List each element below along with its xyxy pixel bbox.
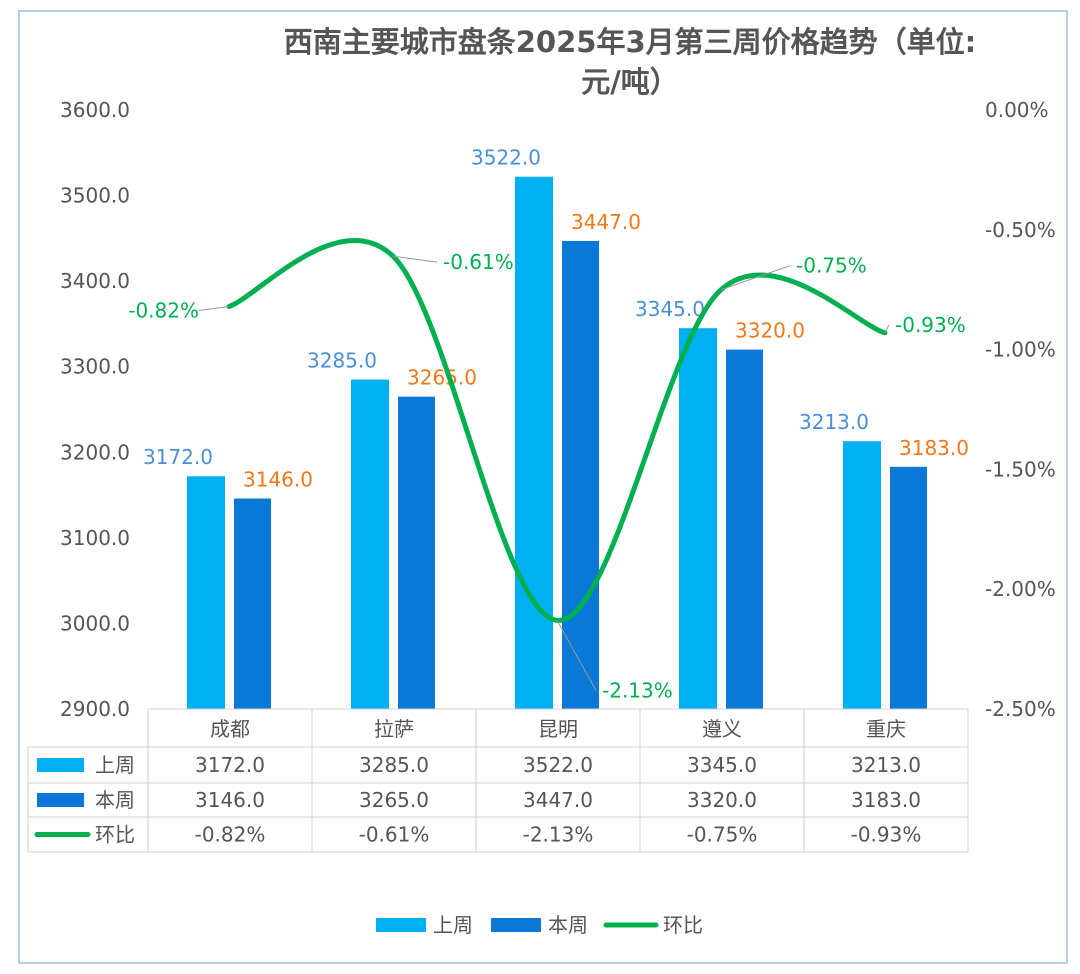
line-label-change: -0.61% (443, 250, 514, 274)
bar-this-week (890, 466, 927, 709)
bar-this-week (234, 498, 271, 709)
table-category-header: 重庆 (866, 717, 906, 741)
line-label-leader (198, 305, 230, 311)
table-category-header: 昆明 (538, 717, 578, 741)
table-legend-key (37, 758, 84, 772)
bar-label-this-week: 3447.0 (571, 210, 641, 234)
bar-last-week (843, 441, 881, 709)
bar-label-this-week: 3320.0 (735, 319, 805, 343)
right-axis-tick: -0.50% (985, 218, 1056, 242)
line-change-series (226, 238, 888, 623)
table-cell: -0.61% (359, 823, 430, 847)
table-cell: 3213.0 (851, 753, 921, 777)
table-series-name: 上周 (95, 753, 135, 777)
right-axis-tick: 0.00% (985, 98, 1049, 122)
table-cell: -0.75% (687, 823, 758, 847)
right-axis-tick: -2.00% (985, 577, 1056, 601)
chart-title: 西南主要城市盘条2025年3月第三周价格趋势（单位: 元/吨） (190, 22, 1070, 102)
left-axis-tick: 3400.0 (60, 269, 130, 293)
title-line-1: 西南主要城市盘条2025年3月第三周价格趋势（单位: (283, 25, 977, 59)
table-series-name: 本周 (95, 788, 135, 812)
chart-frame (18, 10, 1068, 964)
legend-key (376, 918, 426, 932)
table-legend-key (37, 793, 84, 807)
left-axis-tick: 3200.0 (60, 440, 130, 464)
table-cell: 3447.0 (523, 788, 593, 812)
legend-label: 本周 (548, 913, 588, 937)
bar-label-last-week: 3213.0 (799, 410, 869, 434)
bar-label-this-week: 3265.0 (407, 366, 477, 390)
left-axis-tick: 3300.0 (60, 355, 130, 379)
table-cell: 3522.0 (523, 753, 593, 777)
bar-label-last-week: 3345.0 (635, 297, 705, 321)
table-cell: 3172.0 (195, 753, 265, 777)
bar-label-last-week: 3522.0 (471, 146, 541, 170)
line-label-change: -0.82% (128, 298, 199, 322)
bar-last-week (679, 328, 717, 709)
bar-this-week (562, 240, 599, 709)
title-line-2: 元/吨） (581, 65, 679, 99)
bar-label-last-week: 3172.0 (143, 445, 213, 469)
bar-label-last-week: 3285.0 (307, 349, 377, 373)
line-label-change: -0.75% (796, 254, 867, 278)
bar-last-week (351, 379, 389, 709)
line-label-leader (392, 255, 438, 263)
bar-this-week (726, 349, 763, 709)
left-axis-tick: 3500.0 (60, 184, 130, 208)
bar-this-week (398, 396, 435, 709)
table-cell: 3285.0 (359, 753, 429, 777)
left-axis-tick: 2900.0 (60, 697, 130, 721)
table-cell: 3345.0 (687, 753, 757, 777)
left-axis-tick: 3600.0 (60, 98, 130, 122)
right-axis-tick: -1.00% (985, 338, 1056, 362)
line-label-change: -2.13% (602, 678, 673, 702)
table-series-name: 环比 (95, 823, 135, 847)
line-label-leader (556, 620, 597, 691)
bar-label-this-week: 3146.0 (243, 467, 313, 491)
table-cell: 3320.0 (687, 788, 757, 812)
legend-label: 环比 (663, 913, 703, 937)
bar-label-this-week: 3183.0 (899, 436, 969, 460)
table-category-header: 成都 (210, 717, 250, 741)
legend-key (491, 918, 541, 932)
table-cell: -0.82% (195, 823, 266, 847)
table-category-header: 遵义 (702, 717, 742, 741)
table-cell: 3146.0 (195, 788, 265, 812)
right-axis-tick: -1.50% (985, 457, 1056, 481)
line-label-change: -0.93% (895, 313, 966, 337)
table-cell: 3265.0 (359, 788, 429, 812)
table-cell: 3183.0 (851, 788, 921, 812)
table-cell: -0.93% (851, 823, 922, 847)
bar-last-week (187, 476, 225, 709)
legend-label: 上周 (433, 913, 473, 937)
bar-last-week (515, 176, 553, 709)
table-category-header: 拉萨 (374, 717, 414, 741)
line-label-leader (720, 265, 791, 291)
left-axis-tick: 3000.0 (60, 611, 130, 635)
line-label-leader (884, 324, 890, 334)
right-axis-tick: -2.50% (985, 697, 1056, 721)
table-cell: -2.13% (523, 823, 594, 847)
left-axis-tick: 3100.0 (60, 526, 130, 550)
